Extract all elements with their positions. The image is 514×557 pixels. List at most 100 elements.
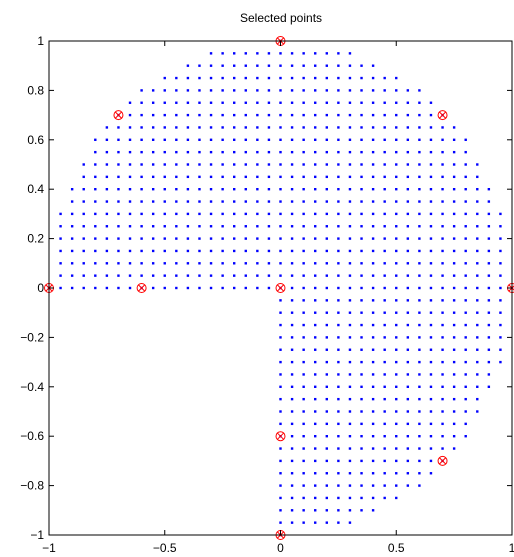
grid-point (186, 101, 190, 104)
grid-point (360, 64, 363, 67)
grid-point (94, 262, 97, 265)
grid-point (383, 200, 386, 203)
grid-point (140, 101, 143, 104)
grid-point (429, 385, 433, 388)
grid-point (395, 150, 398, 154)
grid-point (314, 410, 317, 413)
grid-point (94, 175, 97, 179)
grid-point (244, 212, 247, 216)
grid-point (94, 138, 97, 141)
grid-point (175, 101, 178, 104)
grid-point (290, 200, 294, 203)
grid-point (175, 188, 178, 191)
grid-point (221, 225, 224, 228)
grid-point (418, 175, 421, 179)
grid-point (337, 212, 340, 216)
grid-point (452, 311, 456, 314)
grid-point (360, 299, 363, 302)
grid-point (267, 212, 271, 216)
grid-point (302, 435, 305, 438)
grid-point (325, 113, 328, 117)
grid-point (348, 200, 352, 203)
grid-point (476, 163, 479, 166)
grid-point (314, 447, 317, 450)
grid-point (406, 385, 410, 388)
selected-point-cross (115, 111, 122, 119)
grid-point (94, 163, 97, 166)
grid-point (383, 225, 386, 228)
grid-point (429, 138, 433, 141)
grid-point (279, 262, 282, 265)
grid-point (464, 286, 467, 290)
grid-point (198, 274, 201, 277)
grid-point (186, 188, 190, 191)
grid-point (348, 89, 352, 92)
grid-point (452, 126, 456, 129)
grid-point (314, 188, 317, 191)
grid-point (383, 274, 386, 277)
grid-point (406, 348, 410, 351)
grid-point (395, 323, 398, 327)
grid-point (418, 225, 421, 228)
grid-point (476, 323, 479, 327)
grid-point (383, 410, 386, 413)
grid-point (418, 435, 421, 438)
grid-point (198, 64, 201, 67)
grid-point (464, 348, 467, 351)
grid-point (325, 422, 328, 426)
grid-point (371, 89, 375, 92)
grid-point (337, 138, 340, 141)
grid-point (82, 225, 85, 228)
grid-point (267, 64, 271, 67)
grid-point (476, 175, 479, 179)
grid-point (128, 200, 132, 203)
grid-point (128, 150, 132, 154)
grid-point (418, 373, 421, 376)
grid-point (302, 397, 305, 401)
grid-point (429, 175, 433, 179)
grid-point (476, 286, 479, 290)
grid-point (383, 299, 386, 302)
grid-point (221, 237, 224, 240)
grid-point (371, 373, 375, 376)
selected-point (437, 455, 448, 466)
grid-point (233, 188, 236, 191)
grid-point (337, 373, 340, 376)
grid-point (348, 323, 352, 327)
grid-point (383, 163, 386, 166)
grid-point (383, 286, 386, 290)
grid-point (198, 225, 201, 228)
grid-point (256, 163, 259, 166)
grid-point (117, 138, 120, 141)
grid-point (290, 188, 294, 191)
grid-point (406, 459, 410, 463)
grid-point (395, 237, 398, 240)
selected-point (275, 431, 286, 442)
grid-point (429, 435, 433, 438)
grid-point (395, 175, 398, 179)
grid-point (198, 101, 201, 104)
grid-point (302, 360, 305, 364)
grid-point (429, 237, 433, 240)
grid-point (175, 212, 178, 216)
grid-point (406, 89, 410, 92)
grid-point (337, 163, 340, 166)
grid-point (476, 262, 479, 265)
grid-point (117, 286, 120, 290)
grid-point (487, 323, 491, 327)
grid-point (360, 373, 363, 376)
grid-point (395, 200, 398, 203)
grid-point (279, 249, 282, 253)
grid-point (395, 373, 398, 376)
grid-point (233, 126, 236, 129)
grid-point (371, 188, 375, 191)
grid-point (256, 101, 259, 104)
grid-point (314, 113, 317, 117)
grid-point (360, 435, 363, 438)
grid-point (383, 89, 386, 92)
grid-point (360, 385, 363, 388)
grid-point (325, 126, 328, 129)
grid-point (337, 237, 340, 240)
grid-point (406, 237, 410, 240)
